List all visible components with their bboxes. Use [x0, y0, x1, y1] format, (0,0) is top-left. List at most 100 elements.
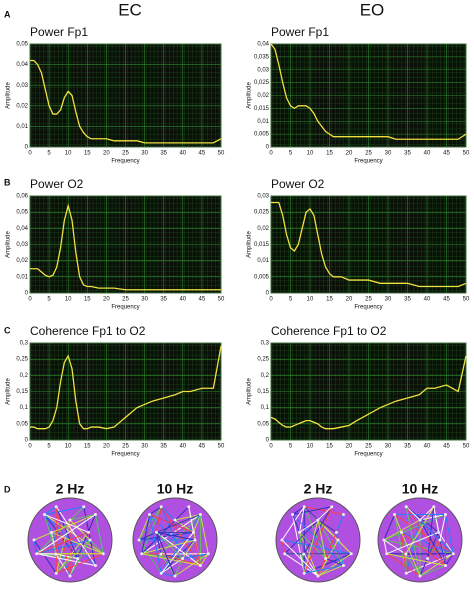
electrode	[404, 505, 408, 509]
electrode	[330, 505, 334, 509]
electrode	[148, 513, 152, 517]
network-edge	[405, 506, 446, 566]
network-edge	[304, 506, 344, 516]
network-edge	[55, 532, 89, 574]
electrode	[35, 552, 39, 556]
network-edge	[383, 519, 421, 541]
x-tick-label: 30	[385, 151, 392, 157]
x-tick-label: 0	[269, 151, 273, 157]
network-edge	[303, 506, 333, 574]
network-edge	[317, 519, 327, 559]
network-edge	[69, 514, 96, 521]
electrode	[438, 538, 442, 542]
x-tick-label: 50	[463, 151, 470, 157]
column-header: EC	[118, 0, 142, 19]
data-line	[271, 201, 467, 288]
network-edge	[444, 514, 454, 554]
x-tick-label: 25	[122, 297, 129, 303]
network-edge	[156, 531, 196, 541]
x-tick-label: 15	[84, 444, 91, 450]
electrode	[43, 513, 47, 517]
electrode	[341, 563, 345, 567]
electrode	[436, 530, 440, 534]
y-tick-label: 0,04	[16, 62, 28, 68]
network-edge	[33, 539, 57, 574]
network-edge	[386, 553, 421, 577]
electrode	[198, 513, 202, 517]
y-tick-label: 0	[25, 145, 29, 151]
network-edge	[299, 506, 305, 533]
network-edge	[141, 539, 196, 555]
y-tick-label: 0,005	[254, 274, 270, 280]
network-edge	[281, 539, 319, 577]
network-edge	[419, 519, 446, 566]
electrode	[316, 518, 320, 522]
electrode	[68, 574, 72, 578]
x-tick-label: 50	[463, 297, 470, 303]
y-tick-label: 0,15	[16, 389, 28, 395]
network-edge	[383, 514, 396, 541]
electrode	[137, 538, 141, 542]
electrode	[382, 538, 386, 542]
y-tick-label: 0,15	[257, 389, 269, 395]
network-edge	[303, 506, 333, 555]
electrode	[198, 563, 202, 567]
y-tick-label: 0,015	[254, 106, 270, 112]
electrode	[302, 505, 306, 509]
x-tick-label: 0	[28, 297, 32, 303]
network-edge	[141, 506, 190, 555]
network-edge	[317, 506, 333, 521]
y-tick-label: 0	[266, 145, 270, 151]
network-edge	[419, 506, 435, 521]
network-edge	[419, 564, 446, 577]
network-edge	[292, 514, 300, 533]
network-edge	[394, 514, 402, 533]
network-edge	[401, 531, 454, 555]
network-edge	[292, 506, 332, 516]
y-tick-label: 0,3	[20, 341, 29, 347]
y-axis-label: Amplitude	[6, 378, 12, 405]
y-tick-label: 0,25	[257, 357, 269, 363]
network-edge	[138, 539, 162, 574]
network-edge	[317, 519, 344, 566]
y-tick-label: 0,1	[20, 405, 29, 411]
data-line	[270, 43, 467, 140]
network-edge	[36, 514, 96, 555]
electrode	[404, 571, 408, 575]
network-label: 2 Hz	[56, 481, 85, 497]
electrode	[181, 556, 185, 560]
network-edge	[401, 532, 421, 577]
x-tick-label: 5	[47, 297, 51, 303]
electrode	[426, 556, 430, 560]
network-edge	[188, 506, 194, 533]
y-tick-label: 0,05	[257, 421, 269, 427]
network-edge	[317, 558, 327, 577]
y-tick-label: 0,3	[261, 341, 270, 347]
network-edge	[445, 553, 454, 566]
x-tick-label: 20	[103, 444, 110, 450]
electrode	[451, 552, 455, 556]
y-tick-label: 0,2	[20, 373, 29, 379]
electrode	[88, 538, 92, 542]
y-tick-label: 0,01	[16, 274, 28, 280]
x-axis-label: Frequency	[111, 452, 139, 458]
electrode	[93, 513, 97, 517]
network-edge	[292, 506, 305, 515]
electrode	[159, 505, 163, 509]
network-edge	[281, 539, 286, 554]
x-tick-label: 40	[179, 297, 186, 303]
network-edge	[36, 531, 89, 555]
network-edge	[383, 514, 446, 541]
network-edge	[199, 514, 209, 554]
y-axis-label: Amplitude	[6, 231, 12, 258]
network-edge	[156, 532, 176, 577]
electrode	[291, 513, 295, 517]
network-edge	[141, 514, 201, 555]
network-edge	[292, 514, 305, 574]
electrode	[32, 538, 36, 542]
x-tick-label: 10	[65, 297, 72, 303]
data-line	[30, 59, 222, 144]
network-edge	[55, 506, 96, 566]
network-edge	[419, 519, 454, 555]
network-edge	[55, 553, 78, 559]
